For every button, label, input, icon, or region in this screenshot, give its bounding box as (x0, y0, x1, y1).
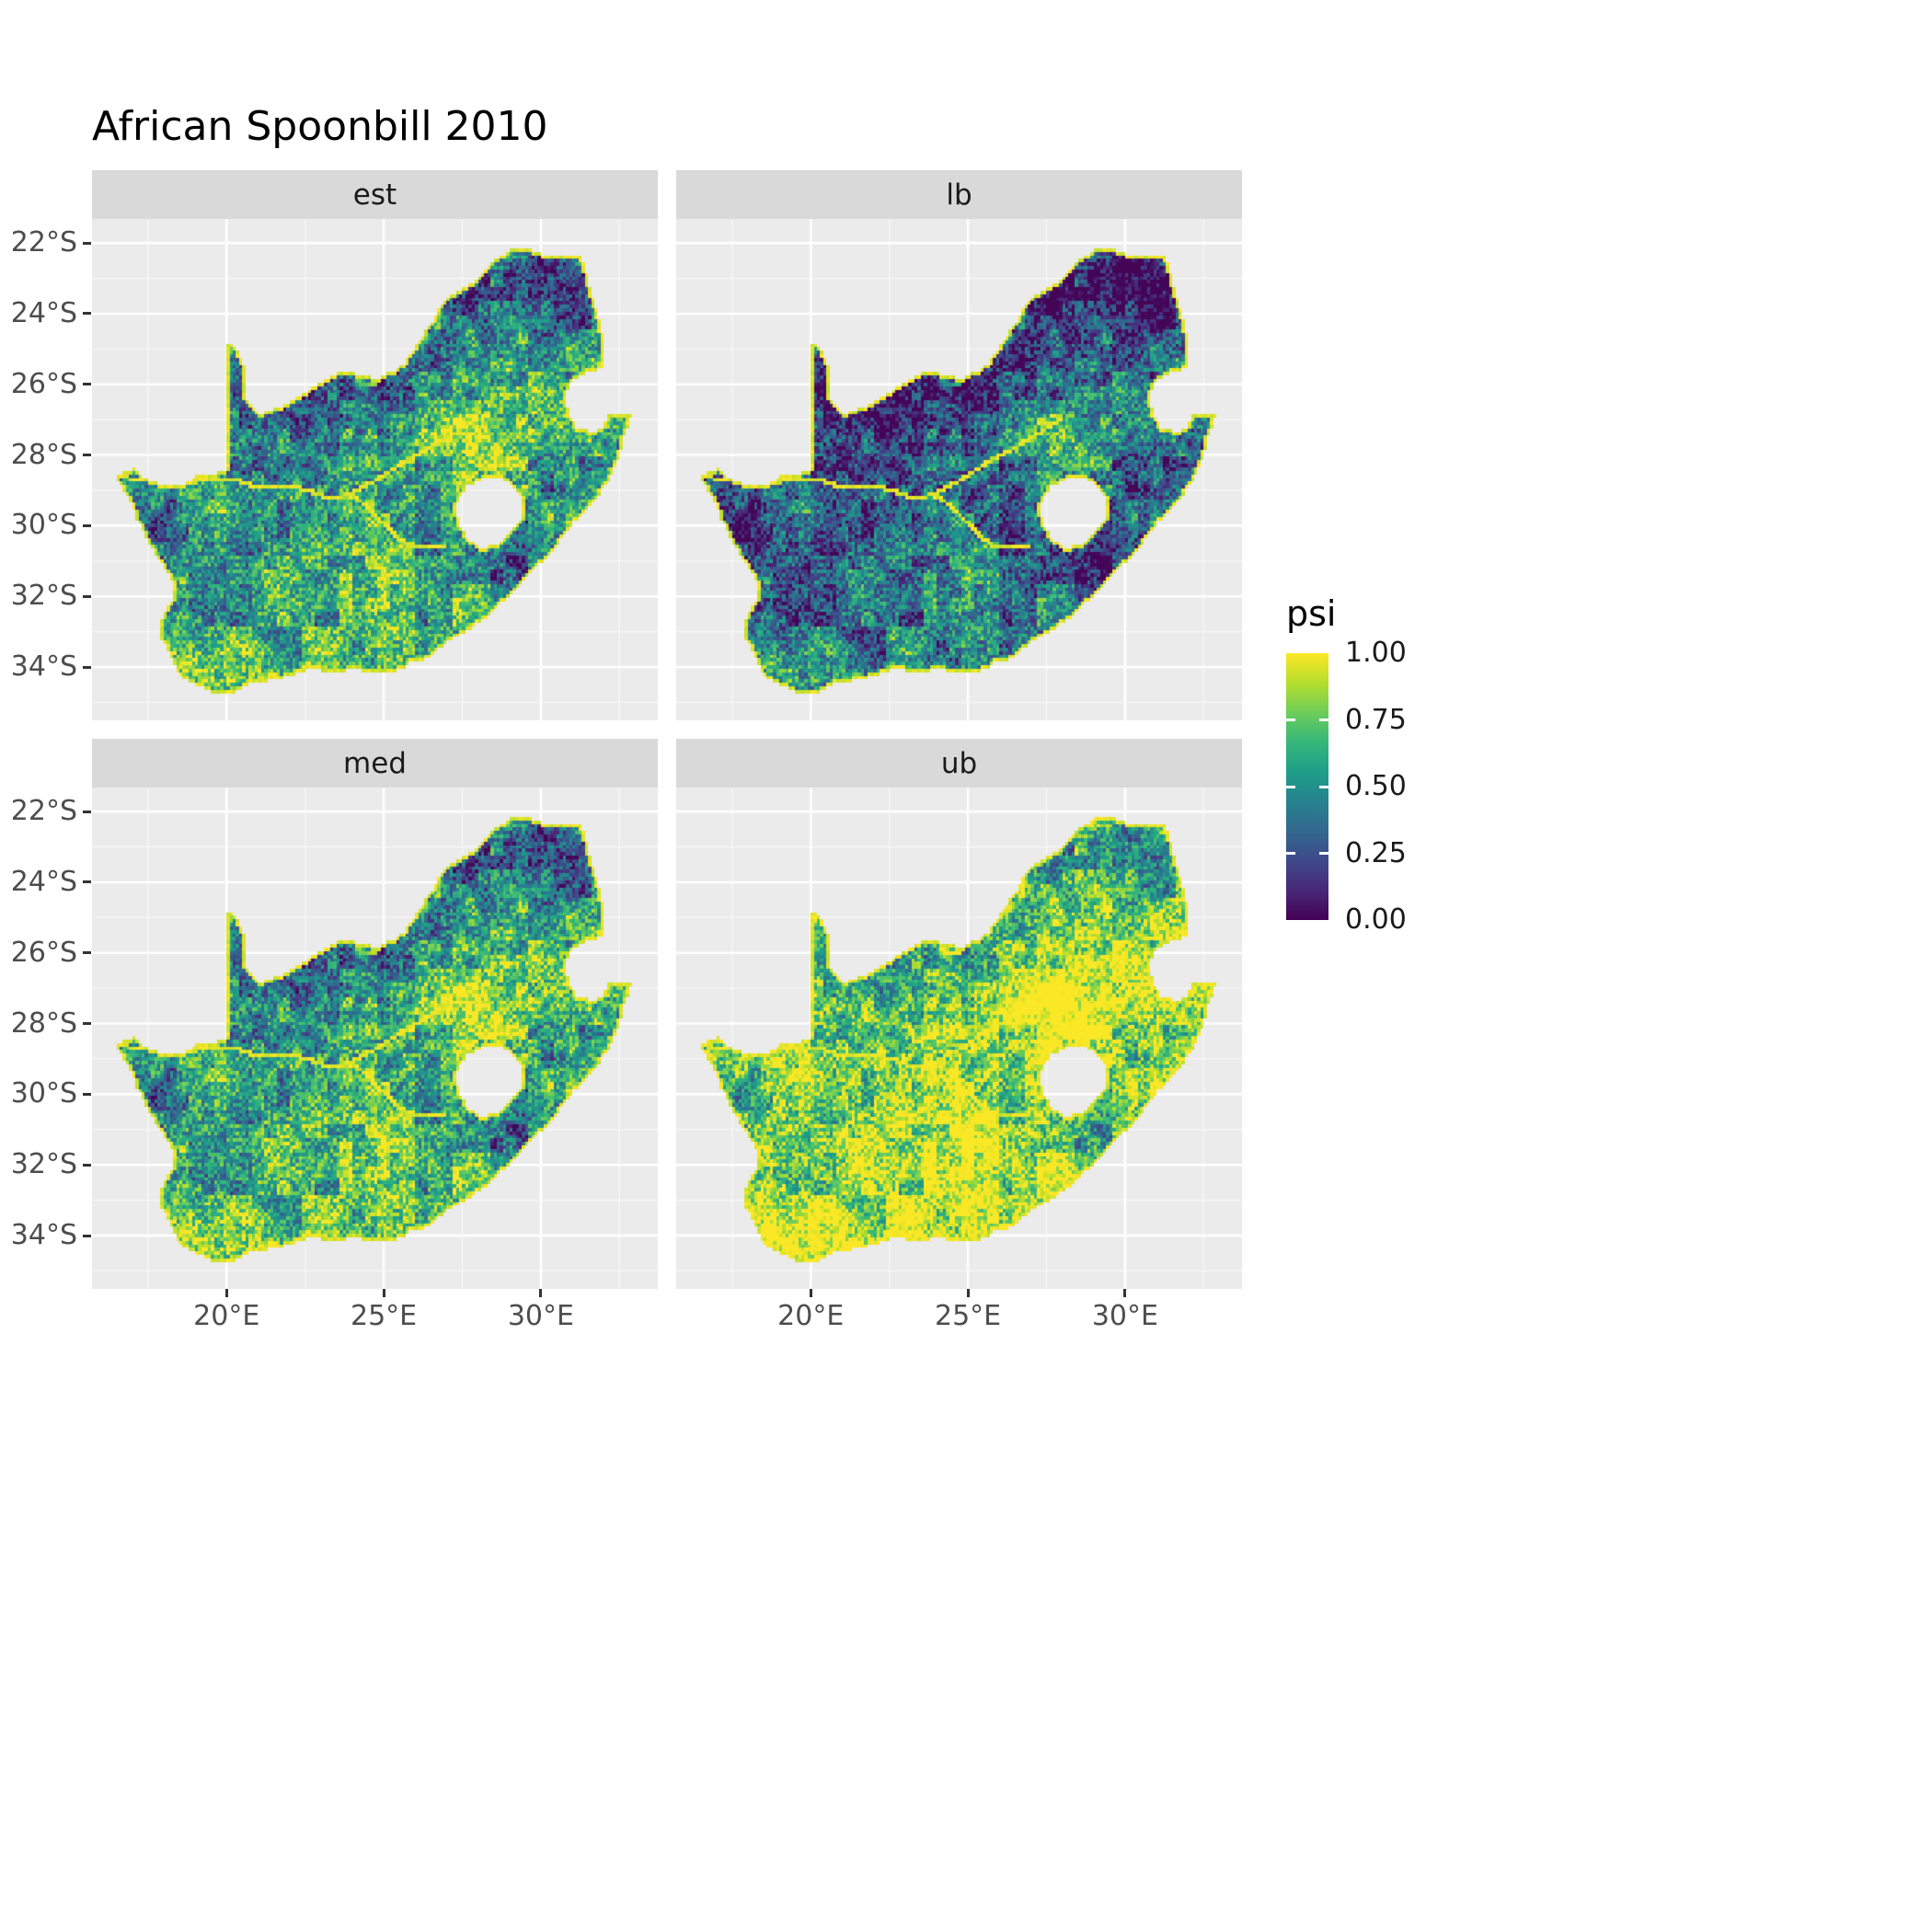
y-tick-mark (83, 951, 91, 955)
legend-tick-label: 0.50 (1345, 770, 1407, 802)
y-tick-mark (83, 880, 91, 884)
legend-tick-label: 0.25 (1345, 836, 1407, 869)
map-canvas-med (92, 788, 658, 1289)
facet-strip-label-lb: lb (946, 178, 972, 212)
plot-title: African Spoonbill 2010 (92, 103, 548, 150)
legend-tick-label: 1.00 (1345, 637, 1407, 669)
y-tick-mark (83, 1092, 91, 1096)
legend-tick-mark (1286, 785, 1295, 788)
y-tick-mark (83, 312, 91, 316)
legend-tick-label: 0.75 (1345, 703, 1407, 736)
x-tick-label: 25°E (350, 1300, 418, 1332)
x-tick-label: 20°E (193, 1300, 260, 1332)
y-tick-label: 32°S (10, 1148, 77, 1181)
x-tick-label: 30°E (1091, 1300, 1158, 1332)
map-canvas-ub (676, 788, 1242, 1289)
legend-tick-mark (1286, 852, 1295, 855)
facet-strip-ub: ub (676, 739, 1242, 788)
y-tick-mark (83, 594, 91, 598)
y-tick-label: 30°S (10, 509, 77, 542)
legend-tick-mark (1319, 852, 1328, 855)
y-tick-label: 26°S (10, 367, 77, 400)
x-tick-mark (382, 1289, 385, 1297)
legend-title: psi (1286, 593, 1337, 634)
y-tick-label: 32°S (10, 580, 77, 613)
x-tick-label: 20°E (777, 1300, 845, 1332)
legend-tick-label: 0.00 (1345, 903, 1407, 936)
y-tick-label: 34°S (10, 1219, 77, 1251)
facet-strip-label-est: est (352, 178, 397, 212)
y-tick-label: 26°S (10, 936, 77, 969)
y-tick-mark (83, 1022, 91, 1026)
x-tick-label: 25°E (934, 1300, 1002, 1332)
x-tick-label: 30°E (507, 1300, 574, 1332)
legend-tick-mark (1319, 785, 1328, 788)
y-tick-mark (83, 383, 91, 386)
y-tick-label: 22°S (10, 226, 77, 259)
y-tick-label: 24°S (10, 865, 77, 898)
legend-tick-mark (1319, 719, 1328, 721)
x-tick-mark (539, 1289, 543, 1297)
y-tick-label: 30°S (10, 1077, 77, 1110)
facet-strip-med: med (92, 739, 658, 788)
y-tick-label: 34°S (10, 650, 77, 683)
y-tick-mark (83, 1234, 91, 1237)
y-tick-mark (83, 454, 91, 457)
legend-tick-mark (1286, 719, 1295, 721)
facet-strip-label-ub: ub (940, 746, 978, 780)
y-tick-label: 24°S (10, 296, 77, 329)
x-tick-mark (966, 1289, 970, 1297)
map-canvas-lb (676, 219, 1242, 720)
x-tick-mark (1123, 1289, 1127, 1297)
y-tick-mark (83, 241, 91, 245)
facet-strip-lb: lb (676, 170, 1242, 219)
facet-strip-label-med: med (343, 746, 407, 780)
map-canvas-est (92, 219, 658, 720)
y-tick-label: 22°S (10, 795, 77, 828)
x-tick-mark (809, 1289, 812, 1297)
facet-panel-est (92, 219, 658, 720)
facet-panel-lb (676, 219, 1242, 720)
y-tick-label: 28°S (10, 438, 77, 471)
y-tick-mark (83, 810, 91, 813)
y-tick-mark (83, 1163, 91, 1167)
facet-panel-med (92, 788, 658, 1289)
y-tick-mark (83, 665, 91, 669)
facet-panel-ub (676, 788, 1242, 1289)
y-tick-mark (83, 523, 91, 527)
y-tick-label: 28°S (10, 1006, 77, 1040)
x-tick-mark (224, 1289, 228, 1297)
facet-strip-est: est (92, 170, 658, 219)
